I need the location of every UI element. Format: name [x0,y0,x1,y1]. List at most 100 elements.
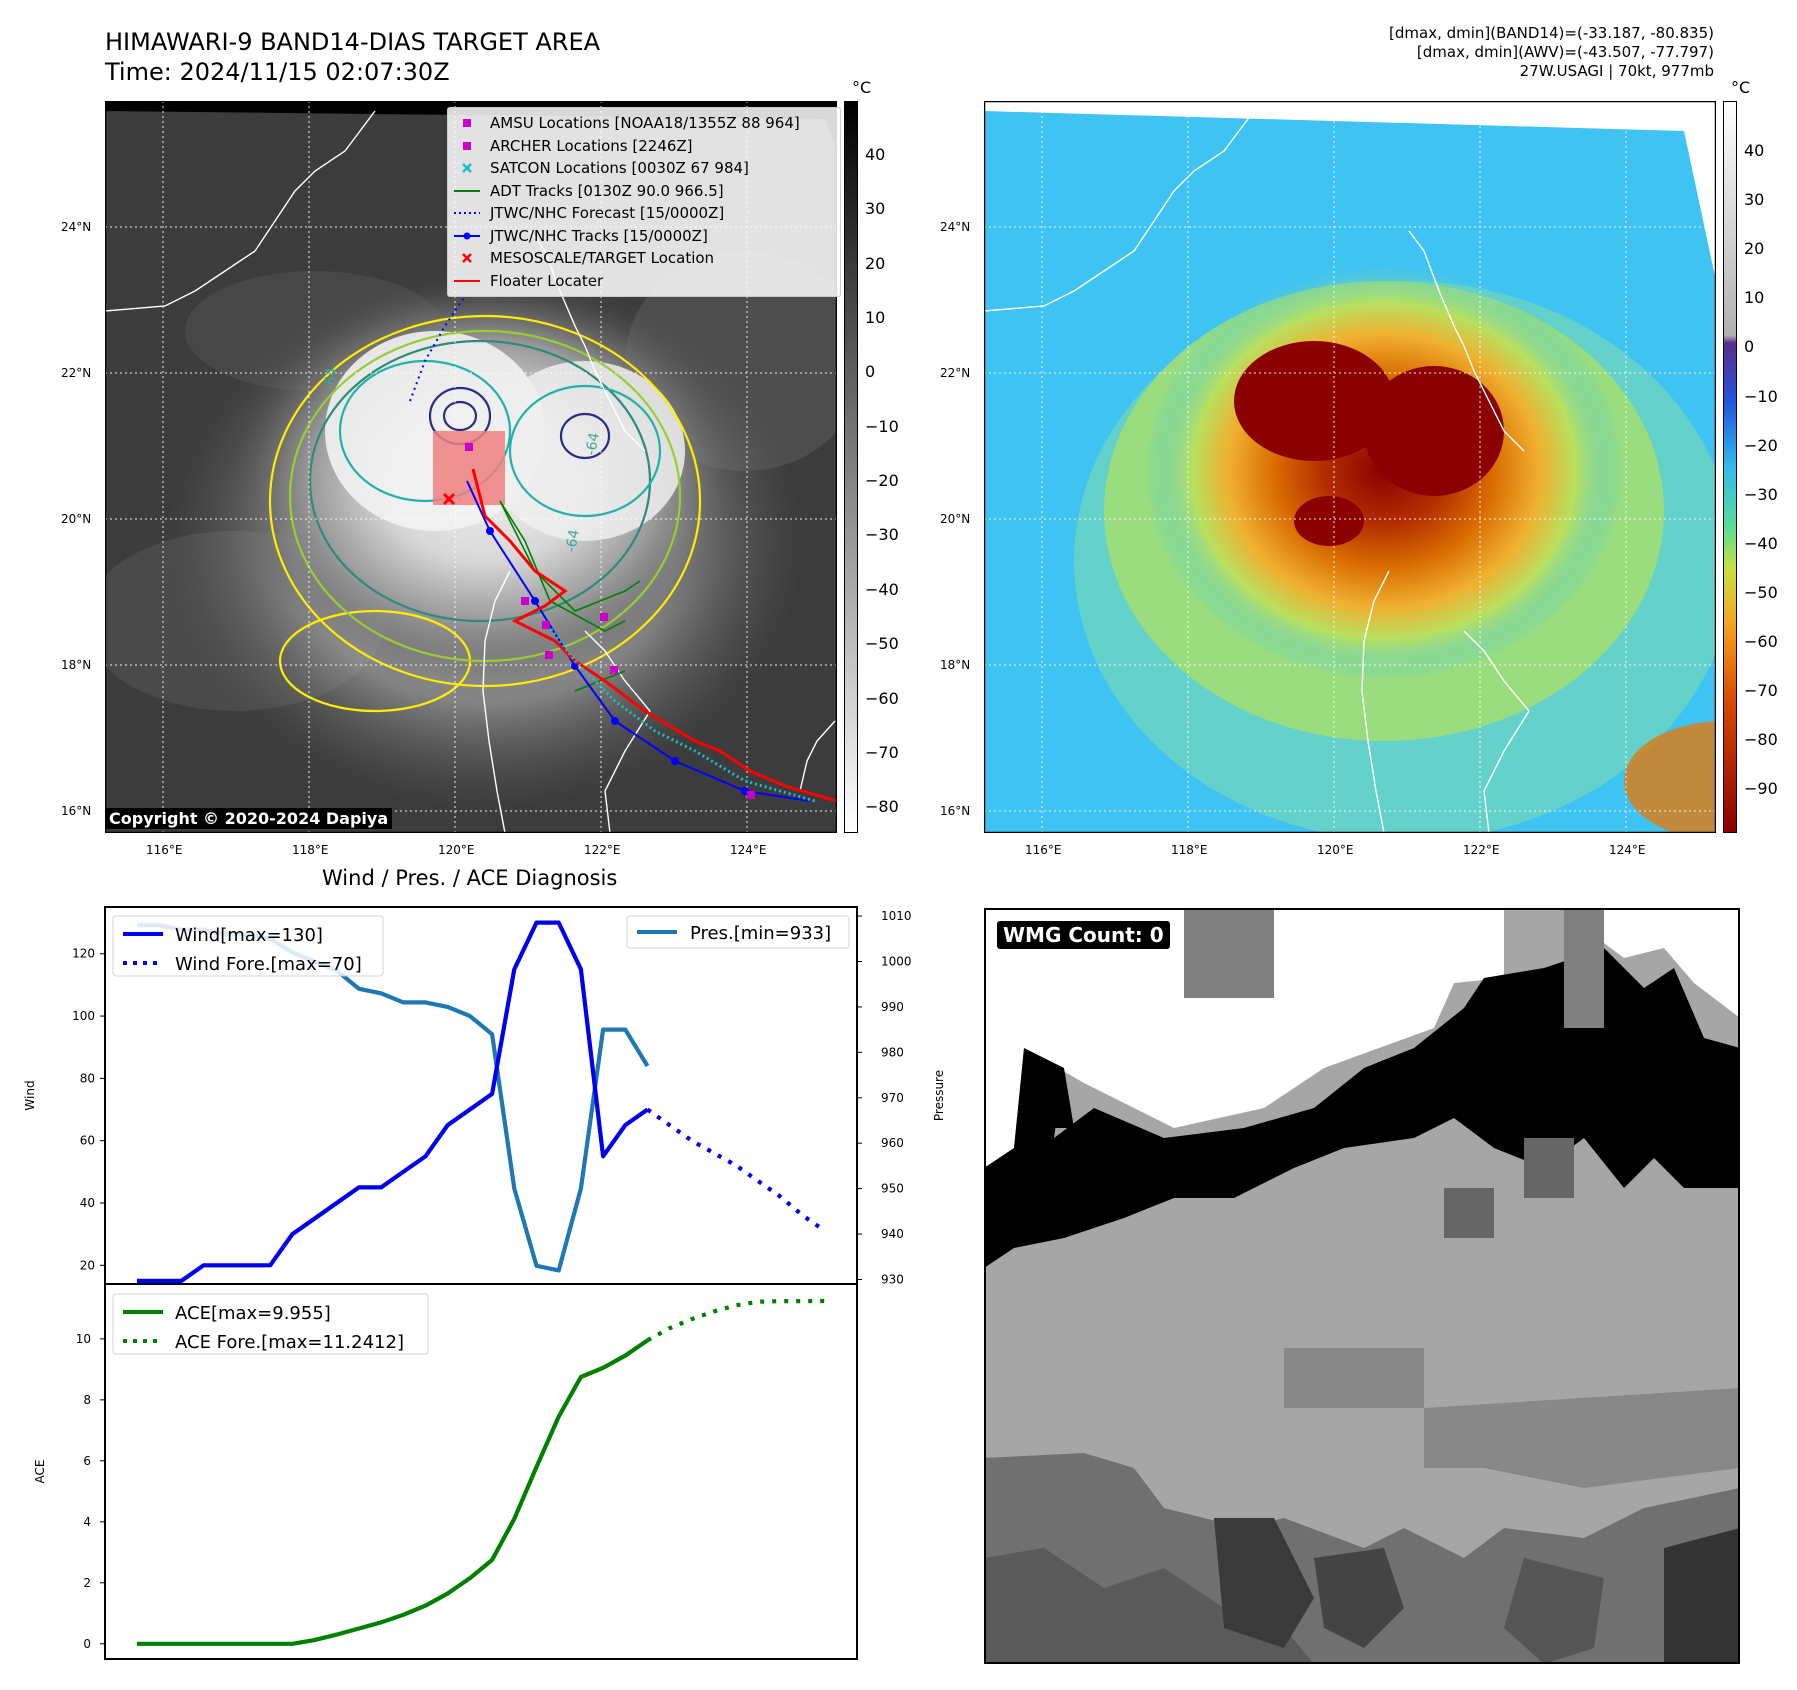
wind-axis-label: Wind [23,1080,37,1110]
ir-colorbar-tick: −10 [865,416,899,436]
awv-colorbar-tick: 40 [1744,141,1765,160]
wmg-count-label: WMG Count: 0 [997,921,1170,949]
contour-label: -64 [583,431,603,456]
legend-item-amsu: AMSU Locations [NOAA18/1355Z 88 964] [454,112,834,135]
ir-colorbar-tick: −60 [865,688,899,708]
awv-colorbar-tick: 20 [1744,239,1765,259]
legend-item-archer: ARCHER Locations [2246Z] [454,135,834,158]
awv-colorbar [1723,101,1737,833]
lat-tick-label: 24°N [61,220,92,234]
lat-tick-label: 22°N [61,366,92,380]
awv-colorbar-tick: −80 [1744,730,1778,750]
lon-tick-label: 122°E [584,843,621,857]
ir-colorbar-tick: −20 [865,471,899,491]
pressure-axis-label: Pressure [932,1070,946,1121]
ir-colorbar-tick: −30 [865,525,899,545]
awv-colorbar-tick: 10 [1744,288,1765,308]
awv-colorbar-tick: −50 [1744,582,1778,602]
ace-frame [104,1283,858,1660]
legend-item-floater: Floater Locater [454,270,834,293]
pressure-tick-label: 970 [881,1091,904,1105]
lon-tick-label: 118°E [1171,843,1208,857]
lat-tick-label: 24°N [940,220,971,234]
lat-tick-label: 20°N [940,512,971,526]
awv-colorbar-tick: 0 [1744,337,1755,357]
awv-colorbar-tick: −40 [1744,533,1778,553]
pressure-legend-label: Pres.[min=933] [690,923,831,944]
wind-forecast-legend-label: Wind Fore.[max=70] [175,954,362,975]
ir-colorbar-tick: −80 [865,797,899,817]
title-line-2: Time: 2024/11/15 02:07:30Z [105,58,450,86]
legend-item-jtwc-forecast: JTWC/NHC Forecast [15/0000Z] [454,202,834,225]
legend-item-jtwc-tracks: JTWC/NHC Tracks [15/0000Z] [454,225,834,248]
wind-tick-label: 60 [80,1134,95,1148]
ace-legend-label: ACE[max=9.955] [175,1303,331,1324]
pressure-legend-box [626,915,850,949]
ace-legend-box [112,1293,429,1355]
ace-axis-label: ACE [33,1460,47,1484]
awv-colorbar-tick: −10 [1744,386,1778,406]
lon-tick-label: 116°E [146,843,183,857]
awv-colorbar-tick: −60 [1744,632,1778,651]
awv-colorbar-unit: °C [1731,78,1751,97]
ace-forecast-line [646,1298,826,1343]
mesoscale-marker-icon [462,253,472,264]
wind-legend-label: Wind[max=130] [175,925,323,946]
ace-forecast-legend-label: ACE Fore.[max=11.2412] [175,1332,404,1353]
wind-tick-label: 120 [72,947,95,961]
pressure-tick-label: 1000 [881,955,912,969]
lon-tick-label: 124°E [1609,843,1646,857]
pressure-tick-label: 990 [881,1000,904,1014]
ir-colorbar-tick: 10 [865,308,886,328]
ir-colorbar-tick: −50 [865,634,899,654]
ir-colorbar-tick: −40 [865,579,899,599]
lat-tick-label: 18°N [940,658,971,672]
awv-map [984,101,1716,833]
ir-colorbar-tick: 40 [865,145,886,164]
lon-tick-label: 120°E [1317,843,1354,857]
wmg-image [984,908,1740,1664]
diagnosis-chart: 2040608010012093094095096097098099010001… [23,906,946,1660]
amsu-marker-icon [463,119,471,128]
diagnosis-title: Wind / Pres. / ACE Diagnosis [322,866,618,890]
pressure-tick-label: 960 [881,1136,904,1150]
pressure-tick-label: 950 [881,1182,904,1196]
jtwc-track-line-icon [454,232,480,240]
satcon-marker-icon [462,163,472,174]
ir-colorbar-tick: 30 [865,199,886,219]
awv-colorbar-tick: 30 [1744,190,1765,210]
ace-line [137,1338,649,1646]
ir-colorbar [844,101,858,833]
ace-tick-label: 6 [83,1454,91,1468]
legend-item-satcon: SATCON Locations [0030Z 67 984] [454,157,834,180]
wind-tick-label: 100 [72,1009,95,1023]
ir-map-legend: AMSU Locations [NOAA18/1355Z 88 964] ARC… [447,107,841,297]
legend-item-mesoscale: MESOSCALE/TARGET Location [454,247,834,270]
awv-colorbar-tick: −70 [1744,681,1778,701]
wind-tick-label: 20 [80,1258,95,1272]
wind-line [137,920,649,1283]
ir-colorbar-tick: 0 [865,362,876,382]
legend-item-adt: ADT Tracks [0130Z 90.0 966.5] [454,180,834,203]
adt-line-icon [454,189,480,192]
wind-legend-box [112,915,384,977]
ir-map: -64 -64 -64 [105,101,837,833]
ace-tick-label: 2 [83,1576,91,1590]
contour-label: -64 [321,366,341,391]
awv-colorbar-tick: −90 [1744,779,1778,799]
lon-tick-label: 118°E [292,843,329,857]
ir-colorbar-tick: −70 [865,742,899,762]
pressure-line [137,923,650,1273]
lon-tick-label: 116°E [1025,843,1062,857]
wind-tick-label: 80 [80,1071,95,1085]
lat-tick-label: 18°N [61,658,92,672]
archer-marker-icon [463,141,471,150]
ace-tick-label: 8 [83,1393,91,1407]
pressure-tick-label: 940 [881,1227,904,1241]
info-line-3: 27W.USAGI | 70kt, 977mb [1519,62,1714,80]
copyright-label: Copyright © 2020-2024 Dapiya [105,808,393,829]
ir-colorbar-unit: °C [852,78,872,97]
jtwc-forecast-line-icon [454,212,480,215]
floater-line-icon [454,279,480,282]
ace-tick-label: 10 [76,1332,91,1346]
